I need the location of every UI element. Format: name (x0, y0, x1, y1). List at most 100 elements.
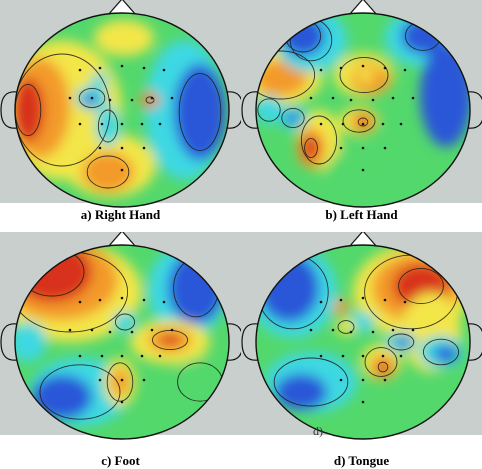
electrode (371, 98, 375, 102)
nose (107, 232, 137, 248)
electrode (90, 328, 94, 332)
electrode (98, 66, 102, 70)
electrode (98, 146, 102, 150)
left-ear (0, 91, 18, 129)
electrode (150, 328, 154, 332)
stray-panel-mark: d) (313, 424, 323, 438)
electrode (361, 168, 365, 172)
panel-tongue: d) Tongue (241, 232, 482, 468)
electrode (331, 96, 335, 100)
scalp-field (256, 245, 470, 439)
field-region (92, 72, 108, 88)
head-outline (14, 12, 230, 208)
nose (348, 232, 378, 248)
electrode (319, 122, 323, 126)
electrode (361, 64, 365, 68)
caption-foot: c) Foot (101, 453, 140, 468)
electrode (349, 98, 353, 102)
electrode (383, 66, 387, 70)
head-outline (14, 244, 230, 440)
field-region (303, 136, 319, 160)
scalp-field (15, 245, 229, 439)
electrode (120, 378, 124, 382)
electrode (319, 354, 323, 358)
electrode (319, 300, 323, 304)
electrode (381, 122, 385, 126)
electrode (130, 98, 134, 102)
field-region (275, 374, 327, 410)
electrode (411, 96, 415, 100)
electrode (120, 354, 124, 358)
electrode (339, 146, 343, 150)
field-region (333, 299, 349, 315)
head-outline (255, 244, 471, 440)
electrode (341, 354, 345, 358)
nose (107, 0, 137, 16)
electrode (68, 96, 72, 100)
electrode (78, 300, 82, 304)
electrode-dots (309, 296, 415, 404)
topomap-foot (0, 232, 241, 440)
electrode (120, 296, 124, 300)
electrode (120, 400, 124, 404)
electrode (142, 378, 146, 382)
topomap-left-hand (241, 0, 482, 208)
electrode (100, 122, 104, 126)
electrode (140, 354, 144, 358)
electrode (319, 68, 323, 72)
field-region (336, 319, 356, 335)
caption-left-hand: b) Left Hand (325, 207, 398, 222)
field-region (256, 96, 283, 124)
electrode (108, 98, 112, 102)
electrode (170, 328, 174, 332)
topomap-right-hand (0, 0, 241, 208)
field-region (111, 368, 129, 396)
electrode (78, 122, 82, 126)
electrode (120, 146, 124, 150)
electrode (162, 68, 166, 72)
electrode (78, 354, 82, 358)
panel-right-hand: a) Right Hand (0, 0, 241, 232)
field-region (256, 60, 307, 96)
electrode (120, 122, 124, 126)
electrode (98, 378, 102, 382)
electrode (391, 96, 395, 100)
electrode-dots (309, 64, 415, 172)
electrode (309, 328, 313, 332)
electrode (120, 64, 124, 68)
electrode (140, 122, 144, 126)
topomap-tongue (241, 232, 482, 440)
electrode (158, 354, 162, 358)
electrode (381, 354, 385, 358)
electrode (98, 298, 102, 302)
electrode (339, 378, 343, 382)
electrode (309, 96, 313, 100)
right-ear (467, 91, 482, 129)
electrode (361, 146, 365, 150)
left-ear (241, 323, 259, 361)
electrode (403, 68, 407, 72)
electrode (339, 66, 343, 70)
electrode (361, 296, 365, 300)
electrode (361, 378, 365, 382)
electrode (349, 330, 353, 334)
electrode (361, 122, 365, 126)
electrode (383, 298, 387, 302)
caption-tongue: d) Tongue (333, 453, 390, 468)
electrode (90, 96, 94, 100)
electrode (142, 298, 146, 302)
electrode-dots (68, 64, 174, 172)
electrode-dots (68, 296, 174, 404)
field-region (420, 43, 470, 147)
electrode (403, 300, 407, 304)
nose (348, 0, 378, 16)
electrode (339, 298, 343, 302)
field-region (113, 312, 137, 332)
left-ear (0, 323, 18, 361)
field-region (358, 67, 374, 83)
electrode (130, 330, 134, 334)
head-outline (255, 12, 471, 208)
electrode (142, 66, 146, 70)
panel-foot: c) Foot (0, 232, 241, 468)
